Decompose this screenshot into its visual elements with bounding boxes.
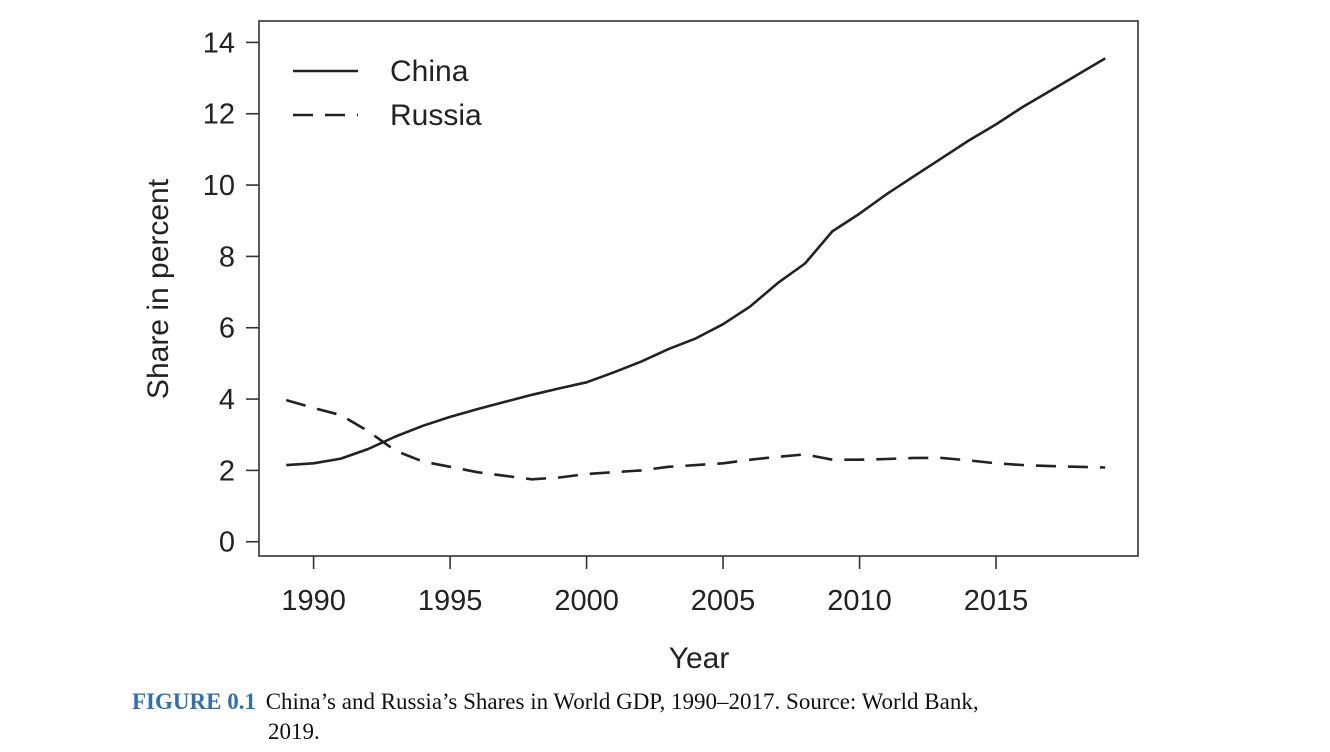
series-line-russia: [285, 398, 1106, 481]
x-tick-label-1990: 1990: [281, 585, 346, 617]
legend-russia-label: Russia: [390, 99, 482, 132]
y-tick-label-4: 4: [219, 384, 235, 416]
x-tick-label-2015: 2015: [964, 585, 1029, 617]
x-tick-label-1995: 1995: [418, 585, 483, 617]
y-tick-label-8: 8: [219, 241, 235, 273]
series-layer: [285, 57, 1106, 481]
figure-caption-text-line2: 2019.: [268, 719, 320, 744]
x-axis-ticks: 1990 1995 2000 2005 2010 2015: [281, 556, 1028, 617]
x-tick-label-2000: 2000: [554, 585, 619, 617]
plot-frame: [258, 20, 1139, 557]
legend: China Russia: [293, 55, 482, 132]
x-axis-title: Year: [669, 642, 730, 675]
figure-caption-text: China’s and Russia’s Shares in World GDP…: [265, 689, 979, 714]
y-tick-label-2: 2: [219, 455, 235, 487]
y-tick-label-12: 12: [203, 99, 235, 131]
figure-caption: FIGURE 0.1 China’s and Russia’s Shares i…: [132, 687, 1147, 747]
y-tick-label-14: 14: [203, 27, 235, 59]
line-chart: 0 2 4 6 8 10 12 14 1990 1995 2000 2005 2010 2015 Chi…: [142, 20, 1139, 675]
figure-caption-label: FIGURE 0.1: [132, 689, 256, 714]
y-tick-label-10: 10: [203, 170, 235, 202]
y-axis-ticks: 0 2 4 6 8 10 12 14: [203, 27, 259, 559]
series-line-china: [286, 57, 1106, 467]
y-tick-label-0: 0: [219, 527, 235, 559]
legend-china-label: China: [390, 55, 469, 88]
x-tick-label-2005: 2005: [691, 585, 756, 617]
x-tick-label-2010: 2010: [827, 585, 892, 617]
y-axis-title: Share in percent: [142, 178, 175, 399]
y-tick-label-6: 6: [219, 313, 235, 345]
